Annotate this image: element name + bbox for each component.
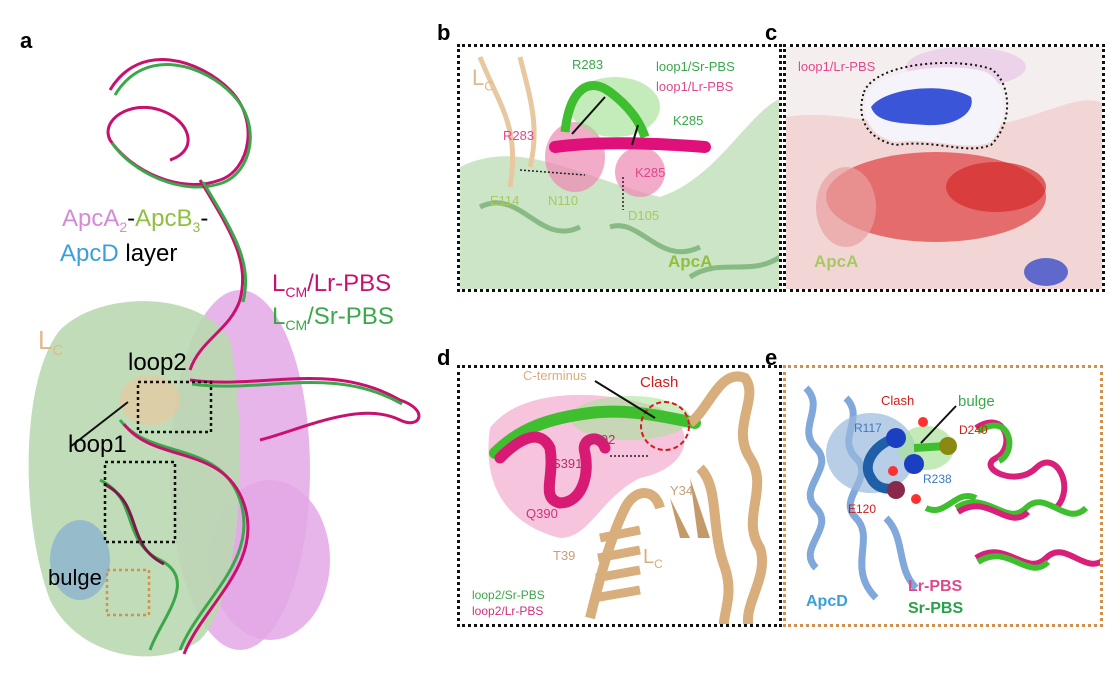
clash-label: Clash	[640, 374, 679, 391]
lc-label: LC	[38, 325, 64, 360]
t39-label: T39	[553, 548, 576, 563]
panel-d-loop2-detail: C-terminus Clash S392 S391 Y34 Q390 T39 …	[457, 365, 782, 627]
clash-label: Clash	[881, 393, 915, 408]
panel-label-b: b	[437, 20, 451, 45]
panel-label-a: a	[20, 28, 33, 53]
apca-label: ApcA	[814, 252, 859, 271]
c-terminus-label: C-terminus	[523, 368, 587, 383]
loop2-lr-legend: loop2/Lr-PBS	[472, 604, 544, 618]
panel-e-bulge-detail: Clash bulge R117 D240 R238 E120 ApcD Lr-…	[783, 365, 1103, 627]
electrostatic-surface-illustration	[786, 47, 1102, 289]
panel-b-loop1-detail: LC R283 loop1/Sr-PBS loop1/Lr-PBS K285 R…	[457, 44, 782, 292]
apcd-layer-label: ApcD layer	[60, 240, 178, 267]
panel-label-e: e	[765, 345, 778, 370]
panel-c-electrostatic-surface: loop1/Lr-PBS ApcA	[783, 44, 1105, 292]
r283-lr-label: R283	[503, 128, 535, 143]
loop1-sr-legend: loop1/Sr-PBS	[656, 59, 735, 74]
apcd-label: ApcD	[806, 593, 848, 610]
s392-label: S392	[585, 432, 616, 447]
k285-lr-label: K285	[635, 165, 666, 180]
e114-label: E114	[490, 193, 520, 208]
loop1-lr-legend: loop1/Lr-PBS	[798, 59, 876, 74]
d240-label: D240	[959, 423, 988, 437]
loop1-lr-legend: loop1/Lr-PBS	[656, 79, 734, 94]
panel-a-structure: ApcA2-ApcB3- ApcD layer LC LCM/Lr-PBS LC…	[0, 0, 450, 681]
lr-pbs-legend: Lr-PBS	[908, 578, 963, 595]
d105-label: D105	[628, 208, 660, 223]
loop2-label: loop2	[128, 349, 187, 376]
y34-label: Y34	[670, 483, 694, 498]
n110-label: N110	[548, 193, 579, 208]
panel-label-d: d	[437, 345, 451, 370]
r117-label: R117	[854, 421, 882, 435]
structure-illustration	[28, 58, 421, 657]
e120-label: E120	[848, 502, 877, 516]
r238-label: R238	[923, 472, 952, 486]
loop2-sr-legend: loop2/Sr-PBS	[472, 588, 545, 602]
loop2-illustration	[488, 371, 767, 624]
r283-sr-label: R283	[572, 57, 604, 72]
panel-label-c: c	[765, 20, 778, 45]
lc-label: LC	[643, 546, 663, 571]
bulge-label: bulge	[48, 565, 102, 590]
bulge-illustration	[803, 385, 1100, 601]
lc-label: LC	[472, 65, 494, 94]
loop1-illustration	[460, 56, 779, 289]
loop1-label: loop1	[68, 431, 127, 458]
apca-apcb-label: ApcA2-ApcB3-	[62, 205, 209, 235]
apca-label: ApcA	[668, 252, 713, 271]
sr-pbs-legend: Sr-PBS	[908, 600, 964, 617]
s391-label: S391	[552, 456, 583, 471]
k285-sr-label: K285	[673, 113, 704, 128]
lcm-sr-label: LCM/Sr-PBS	[272, 303, 394, 333]
bulge-label: bulge	[958, 393, 995, 410]
q390-label: Q390	[526, 506, 558, 521]
lcm-lr-label: LCM/Lr-PBS	[272, 270, 392, 300]
